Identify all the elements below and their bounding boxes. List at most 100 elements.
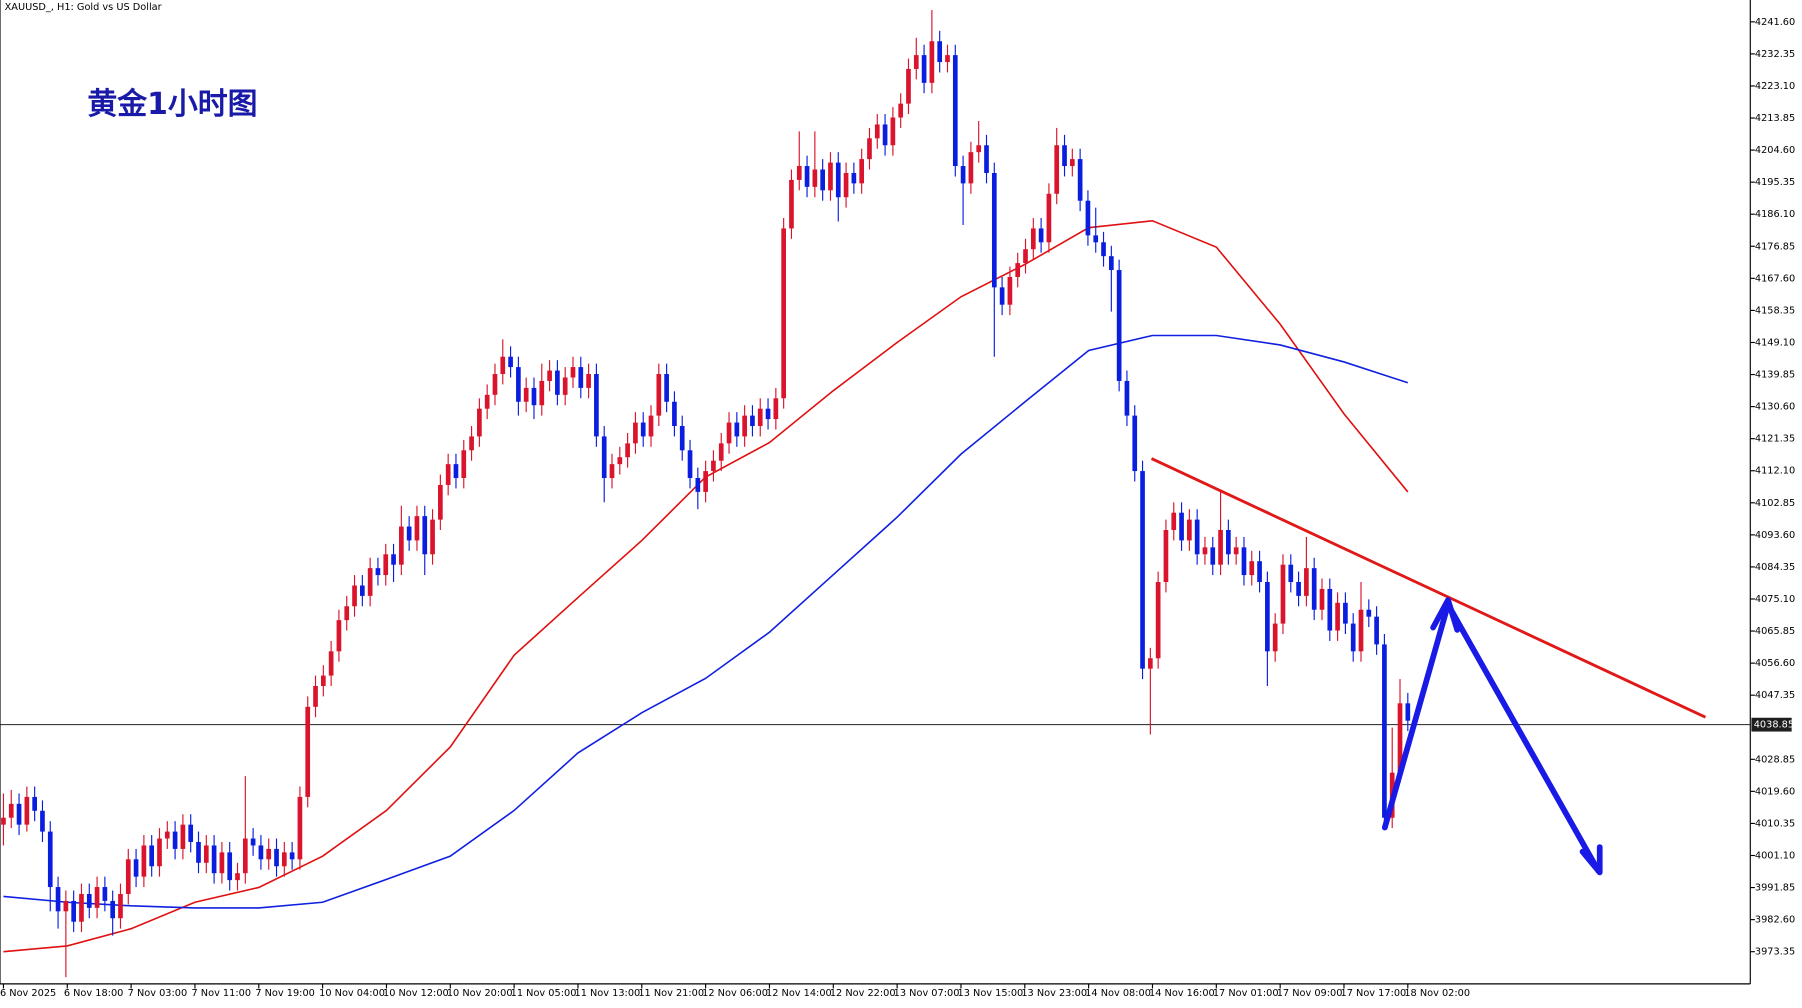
- candle-body: [648, 415, 654, 437]
- candle-body: [695, 478, 701, 492]
- y-tick-label: 4093.60: [1755, 530, 1795, 541]
- x-tick-label: 17 Nov 17:00: [1341, 988, 1407, 999]
- candle-body: [227, 852, 233, 881]
- candle-body: [516, 367, 521, 402]
- y-tick-label: 4223.10: [1755, 81, 1795, 92]
- candle-body: [1241, 547, 1247, 576]
- candle-body: [664, 374, 669, 402]
- candle-body: [890, 117, 896, 146]
- candle-body: [1194, 519, 1200, 555]
- candle-body: [118, 893, 123, 919]
- x-tick-label: 13 Nov 15:00: [958, 988, 1024, 999]
- candle-body: [211, 845, 217, 874]
- x-tick-label: 17 Nov 09:00: [1277, 988, 1343, 999]
- x-tick-label: 13 Nov 07:00: [894, 988, 960, 999]
- y-tick-label: 4195.35: [1755, 177, 1795, 188]
- x-tick-label: 11 Nov 13:00: [575, 988, 641, 999]
- y-tick-label: 4139.85: [1755, 370, 1795, 381]
- candle-body: [1069, 159, 1075, 167]
- candle-body: [937, 41, 943, 63]
- candle-body: [1046, 193, 1052, 243]
- candle-body: [445, 464, 451, 485]
- x-tick-label: 13 Nov 23:00: [1021, 988, 1087, 999]
- candle-body: [1226, 530, 1231, 555]
- x-tick-label: 10 Nov 12:00: [383, 988, 449, 999]
- candle-body: [94, 887, 100, 908]
- candle-body: [1249, 561, 1255, 576]
- candle-body: [391, 554, 396, 565]
- candle-body: [1148, 658, 1153, 669]
- candle-body: [789, 179, 794, 229]
- candle-body: [1163, 530, 1169, 583]
- candle-body: [1132, 415, 1138, 472]
- candle-body: [718, 443, 724, 461]
- candle-body: [1015, 263, 1021, 277]
- candle-body: [336, 620, 342, 652]
- candle-body: [1335, 602, 1340, 631]
- candle-body: [320, 675, 326, 686]
- candle-body: [1319, 588, 1325, 610]
- candle-body: [820, 169, 826, 191]
- y-tick-label: 4130.60: [1755, 402, 1795, 413]
- candle-body: [952, 55, 958, 167]
- candle-body: [305, 706, 311, 797]
- candle-body: [235, 873, 240, 881]
- candle-body: [1218, 530, 1223, 565]
- candle-body: [16, 803, 22, 825]
- candle-body: [422, 516, 428, 555]
- current-price-label: 4038.85: [1754, 720, 1794, 731]
- y-tick-label: 3991.85: [1755, 883, 1795, 894]
- candle-body: [32, 796, 37, 811]
- candle-body: [125, 859, 131, 894]
- y-tick-label: 4121.35: [1755, 434, 1795, 445]
- moving-average: [3, 334, 1409, 909]
- x-tick-label: 7 Nov 03:00: [128, 988, 188, 999]
- candle-body: [1397, 703, 1403, 773]
- candle-body: [508, 356, 513, 368]
- y-tick-label: 3973.35: [1755, 947, 1795, 958]
- candle-body: [586, 374, 591, 388]
- candle-body: [625, 443, 630, 458]
- candle-body: [406, 526, 412, 541]
- candle-body: [8, 803, 14, 818]
- candle-body: [765, 408, 771, 420]
- candle-body: [742, 415, 747, 437]
- candle-body: [492, 374, 498, 395]
- candle-body: [281, 852, 287, 867]
- candle-body: [477, 408, 482, 437]
- candle-body: [86, 893, 92, 908]
- candle-body: [594, 374, 599, 437]
- candle-body: [601, 436, 607, 479]
- y-tick-label: 4075.10: [1755, 594, 1795, 605]
- candle-body: [1077, 159, 1083, 201]
- candle-body: [453, 464, 459, 479]
- candle-body: [274, 848, 279, 867]
- candle-body: [570, 367, 576, 378]
- candle-body: [414, 516, 420, 541]
- plot-area: [0, 10, 1751, 978]
- candle-body: [898, 103, 904, 118]
- x-tick-label: 11 Nov 05:00: [511, 988, 577, 999]
- y-tick-label: 4102.85: [1755, 498, 1795, 509]
- candle-body: [40, 810, 45, 832]
- candle-body: [843, 172, 849, 198]
- x-tick-label: 10 Nov 04:00: [319, 988, 385, 999]
- candle-body: [633, 422, 638, 444]
- candle-body: [672, 401, 677, 427]
- candle-body: [71, 900, 77, 922]
- y-tick-label: 4056.60: [1755, 658, 1795, 669]
- y-tick-label: 4019.60: [1755, 786, 1795, 797]
- chart-title: XAUUSD_, H1: Gold vs US Dollar: [5, 2, 163, 13]
- candle-body: [999, 287, 1005, 305]
- candle-body: [734, 422, 740, 437]
- candle-body: [313, 685, 318, 707]
- x-tick-label: 17 Nov 01:00: [1213, 988, 1279, 999]
- candle-body: [640, 422, 646, 437]
- candle-body: [547, 370, 552, 381]
- y-tick-label: 4001.10: [1755, 851, 1795, 862]
- x-tick-label: 12 Nov 06:00: [702, 988, 768, 999]
- candle-body: [1187, 519, 1192, 541]
- y-tick-label: 3982.60: [1755, 915, 1795, 926]
- candle-body: [1296, 582, 1301, 596]
- candle-body: [726, 422, 732, 444]
